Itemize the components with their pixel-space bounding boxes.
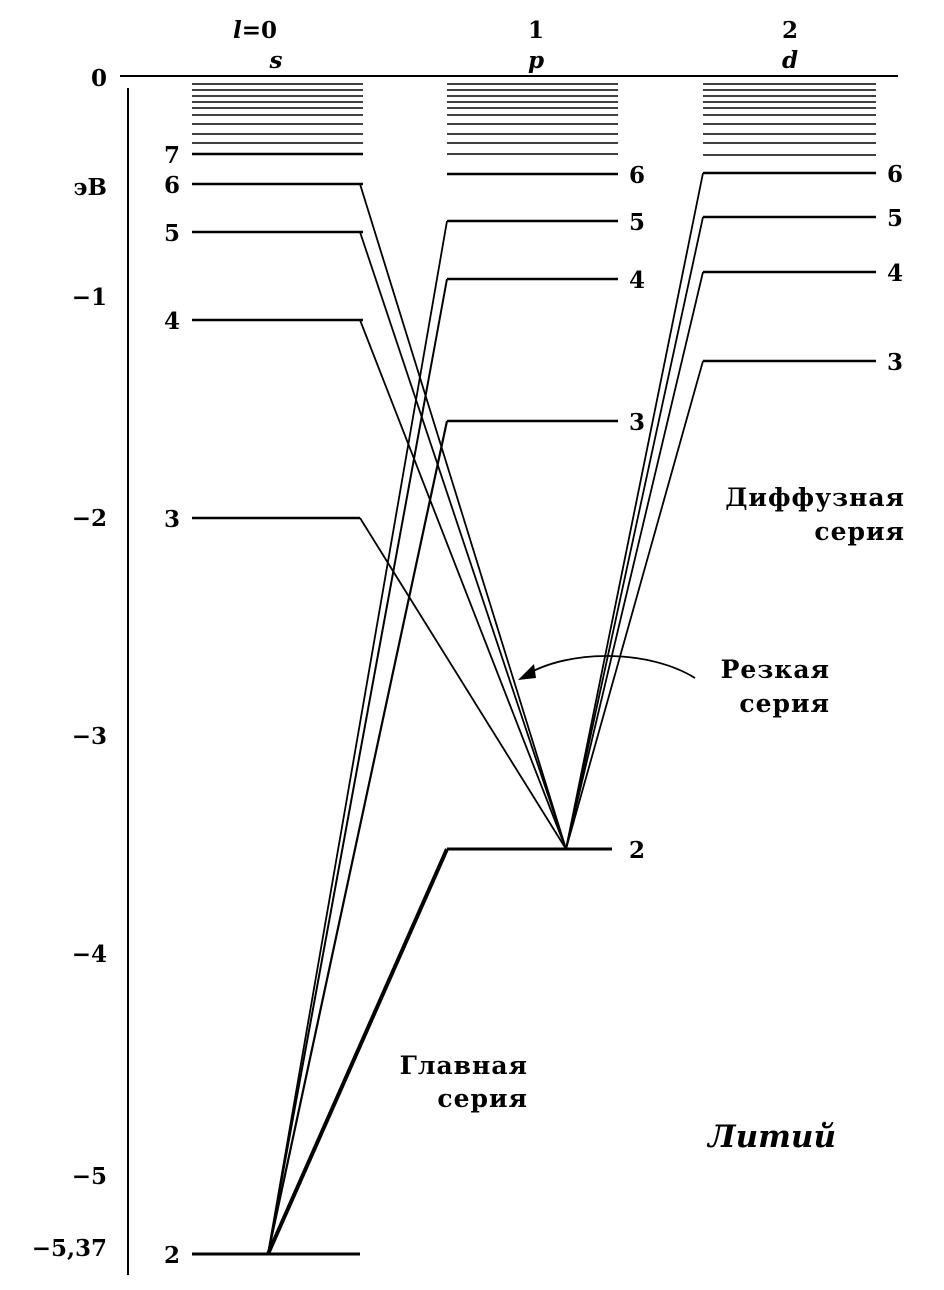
column-s-letter: s — [269, 47, 283, 74]
sharp-series-transitions — [359, 183, 567, 850]
s-continuum-levels — [192, 83, 363, 144]
p-level-2-label: 2 — [629, 837, 645, 864]
column-d-letter: d — [782, 47, 798, 74]
d-continuum-levels — [703, 83, 876, 156]
s-level-4-label: 4 — [164, 308, 180, 335]
p-level-4-label: 4 — [629, 267, 645, 294]
sharp-series-label-line2: серия — [739, 689, 830, 718]
diffuse-series-label-line1: Диффузная — [725, 483, 905, 512]
principal-series-transitions — [266, 220, 449, 1255]
d-level-5-label: 5 — [887, 205, 903, 232]
s-level-5-label: 5 — [164, 220, 180, 247]
principal-series-label-line1: Главная — [400, 1051, 528, 1080]
column-s-l-label: l=0 — [233, 17, 277, 44]
sharp-series-label-line1: Резкая — [721, 655, 830, 684]
axis-tick-minus-1: −1 — [72, 284, 107, 311]
axis-unit: эВ — [74, 174, 107, 201]
diffuse-series-transitions — [565, 172, 704, 850]
sharp-series-arrowhead — [518, 664, 536, 680]
axis-tick-minus-5: −5 — [72, 1163, 107, 1190]
d-level-4-label: 4 — [887, 260, 903, 287]
s-level-7-label: 7 — [164, 142, 180, 169]
axis-tick-minus-2: −2 — [72, 505, 107, 532]
column-p-letter: p — [528, 47, 544, 74]
p-continuum-levels — [447, 83, 618, 155]
axis-tick-minus-3: −3 — [72, 723, 107, 750]
d-level-3-label: 3 — [887, 349, 903, 376]
p-level-5-label: 5 — [629, 209, 645, 236]
diffuse-series-label-line2: серия — [814, 517, 905, 546]
sharp-series-pointer — [523, 655, 696, 679]
axis-tick-0: 0 — [91, 65, 107, 92]
s-level-6-label: 6 — [164, 172, 180, 199]
p-level-3-label: 3 — [629, 409, 645, 436]
element-title: Литий — [706, 1119, 836, 1155]
p-level-6-label: 6 — [629, 162, 645, 189]
column-p-l-label: 1 — [528, 17, 544, 44]
principal-series-label-line2: серия — [437, 1084, 528, 1113]
s-level-3-label: 3 — [164, 506, 180, 533]
column-d-l-label: 2 — [782, 17, 798, 44]
d-level-6-label: 6 — [887, 161, 903, 188]
s-level-2-label: 2 — [164, 1242, 180, 1269]
axis-tick-minus-4: −4 — [72, 941, 107, 968]
axis-tick-ground: −5,37 — [32, 1235, 107, 1262]
